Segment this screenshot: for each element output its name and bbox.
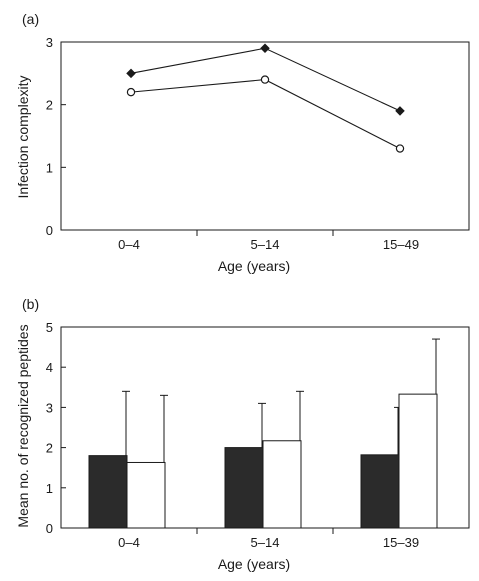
chart-a-line: (a) Infection complexity Age (years) 0 1 2… — [15, 11, 470, 274]
chart-a-x-tick-label: 15–49 — [383, 237, 419, 252]
chart-a-series-2-point — [126, 87, 136, 97]
chart-b-series-1-bar — [360, 454, 400, 529]
chart-b-bar: (b) Mean no. of recognized peptides Age … — [15, 296, 470, 572]
chart-b-series-2-bar — [262, 440, 302, 529]
chart-a-series-1-point — [126, 68, 136, 79]
chart-a-y-axis-label: Infection complexity — [15, 76, 31, 199]
chart-a-series-1-point — [395, 106, 405, 116]
chart-b-series-2-bar — [398, 393, 438, 529]
chart-a-series-2-point — [395, 144, 405, 153]
chart-a-y-tick-label: 1 — [46, 160, 53, 175]
chart-b-marks — [88, 338, 440, 529]
chart-b-series-2-bar — [126, 461, 166, 529]
chart-a-series-1-point — [260, 43, 270, 54]
chart-a-series-2-line — [130, 79, 401, 150]
chart-b-y-tick-label: 2 — [46, 441, 53, 456]
panel-a-label: (a) — [22, 11, 39, 27]
chart-b-axes: 0 1 2 3 4 5 0–4 5–14 15–39 — [46, 320, 470, 550]
chart-b-x-tick-label: 0–4 — [118, 535, 140, 550]
chart-b-y-tick-label: 3 — [46, 400, 53, 415]
chart-b-y-tick-label: 0 — [46, 521, 53, 536]
chart-b-series-1-bar — [88, 455, 128, 529]
chart-b-y-tick-label: 5 — [46, 320, 53, 335]
chart-a-series-2-point — [260, 75, 270, 84]
chart-a-marks — [126, 43, 405, 153]
chart-a-x-axis-label: Age (years) — [218, 258, 290, 274]
chart-b-y-axis-label: Mean no. of recognized peptides — [15, 324, 31, 527]
chart-a-plot-frame — [60, 41, 470, 231]
chart-b-y-tick-label: 1 — [46, 481, 53, 496]
chart-a-y-tick-label: 2 — [46, 98, 53, 113]
chart-b-series-1-bar — [224, 447, 264, 529]
chart-a-axes: 0 1 2 3 0–4 5–14 15–49 — [46, 35, 470, 252]
chart-a-x-tick-label: 5–14 — [251, 237, 280, 252]
chart-a-y-tick-label: 3 — [46, 35, 53, 50]
chart-a-y-tick-label: 0 — [46, 223, 53, 238]
panel-b-label: (b) — [22, 296, 39, 312]
chart-a-x-tick-label: 0–4 — [118, 237, 140, 252]
chart-b-x-tick-label: 5–14 — [251, 535, 280, 550]
chart-b-x-axis-label: Age (years) — [218, 556, 290, 572]
chart-b-x-tick-label: 15–39 — [383, 535, 419, 550]
chart-b-y-tick-label: 4 — [46, 360, 53, 375]
